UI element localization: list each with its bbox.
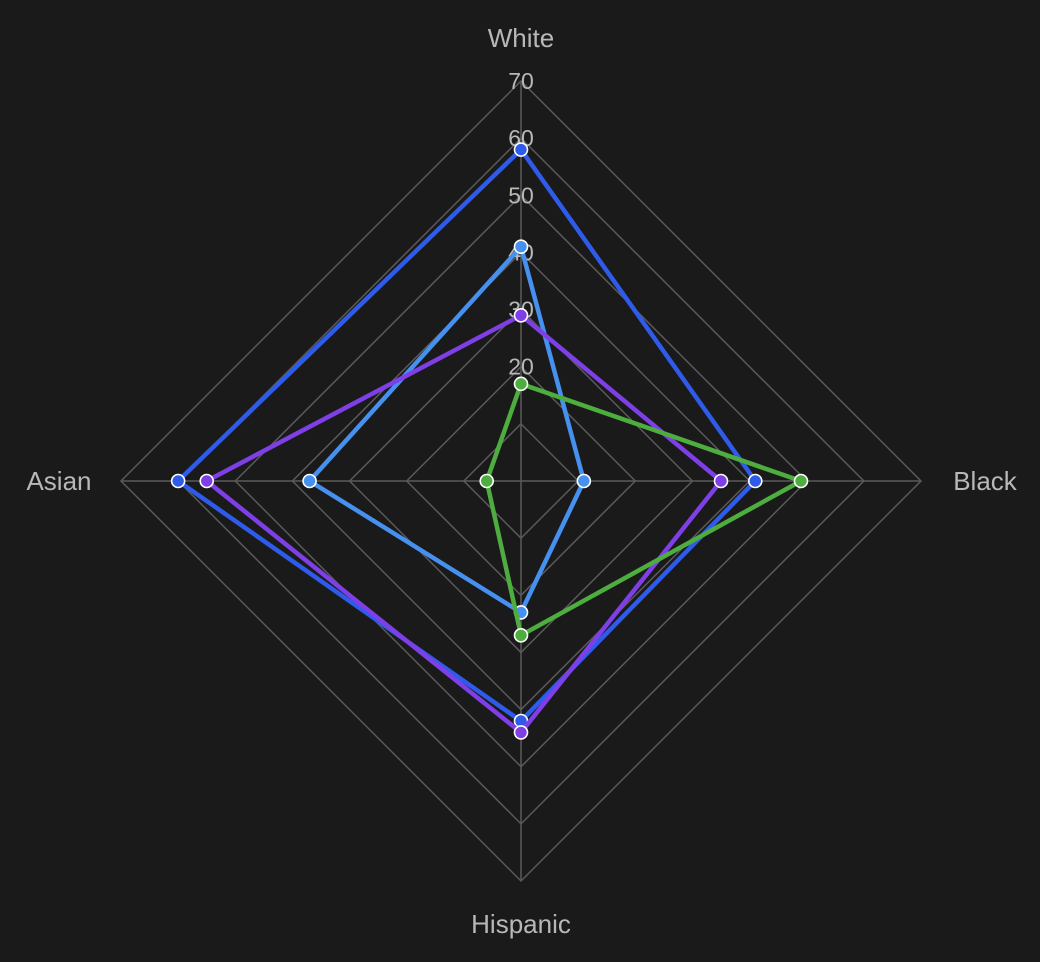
tick-label: 50 xyxy=(508,182,534,208)
data-point[interactable] xyxy=(713,473,729,489)
data-point[interactable] xyxy=(513,239,529,255)
series-2 xyxy=(302,239,592,620)
tick-label-layer: 203040506070 xyxy=(508,68,534,380)
axis-label-black: Black xyxy=(953,466,1018,496)
data-point[interactable] xyxy=(747,473,763,489)
series-layer xyxy=(170,142,809,740)
axis-label-layer: White Black Hispanic Asian xyxy=(26,23,1017,939)
data-point[interactable] xyxy=(513,627,529,643)
axis-label-white: White xyxy=(488,23,554,53)
data-point[interactable] xyxy=(513,376,529,392)
axis-label-hispanic: Hispanic xyxy=(471,909,571,939)
axis-label-asian: Asian xyxy=(26,466,91,496)
series-4 xyxy=(479,376,809,643)
tick-label: 20 xyxy=(508,354,534,380)
tick-label: 70 xyxy=(508,68,534,94)
series-3 xyxy=(199,307,729,740)
data-point[interactable] xyxy=(479,473,495,489)
data-point[interactable] xyxy=(170,473,186,489)
data-point[interactable] xyxy=(513,142,529,157)
data-point[interactable] xyxy=(793,473,809,489)
data-point[interactable] xyxy=(513,307,529,323)
data-point[interactable] xyxy=(199,473,215,489)
data-point[interactable] xyxy=(302,473,317,489)
data-point[interactable] xyxy=(576,473,592,489)
series-line xyxy=(306,242,587,616)
data-point[interactable] xyxy=(513,725,529,740)
